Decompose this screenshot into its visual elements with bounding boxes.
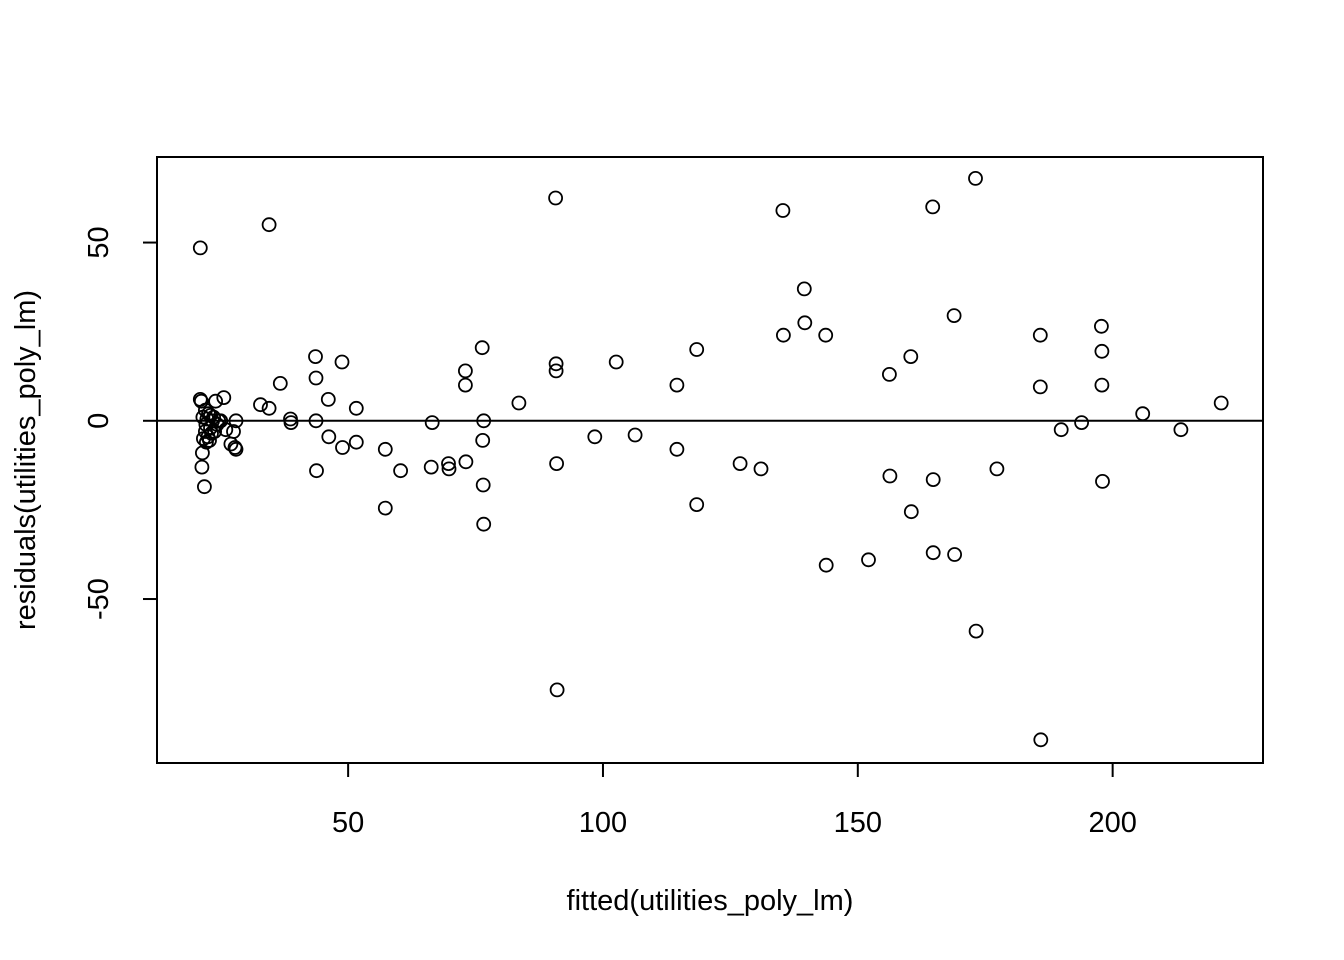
data-point: [335, 440, 350, 455]
data-point: [475, 432, 491, 448]
data-point: [476, 516, 492, 532]
data-point: [424, 415, 440, 431]
data-point: [308, 370, 324, 386]
data-point: [283, 415, 299, 431]
data-point: [308, 349, 323, 365]
data-point: [1094, 377, 1110, 393]
data-point: [511, 395, 527, 411]
data-point: [1053, 422, 1069, 438]
data-point: [753, 461, 769, 477]
data-point: [775, 203, 791, 218]
data-point: [1032, 379, 1048, 395]
data-point: [320, 391, 336, 407]
data-point: [457, 377, 473, 393]
data-point: [474, 340, 490, 356]
data-point: [377, 500, 393, 516]
data-point: [423, 459, 439, 475]
data-point: [669, 377, 685, 393]
data-point: [196, 479, 212, 495]
data-point: [1032, 327, 1048, 343]
data-point: [548, 190, 563, 206]
data-point: [587, 429, 603, 445]
data-point: [348, 434, 364, 450]
data-point: [261, 400, 277, 416]
data-point: [882, 468, 898, 484]
x-axis: 50 100 150 200: [332, 762, 1137, 839]
data-point: [669, 441, 685, 457]
data-point: [1074, 415, 1089, 431]
data-point: [1094, 343, 1110, 359]
data-point: [441, 461, 457, 477]
data-point: [226, 424, 241, 439]
data-point: [732, 456, 748, 472]
y-axis-label: residuals(utilities_poly_lm): [10, 290, 42, 630]
data-point: [475, 477, 491, 493]
data-point: [968, 170, 983, 186]
x-axis-label: fitted(utilities_poly_lm): [567, 885, 854, 917]
data-point: [208, 393, 224, 409]
data-point: [608, 354, 624, 370]
data-point: [321, 429, 337, 445]
data-point: [272, 375, 288, 391]
data-point: [1213, 395, 1229, 411]
data-point: [193, 393, 209, 409]
data-point: [457, 363, 473, 379]
data-point: [549, 682, 565, 698]
data-point: [776, 327, 791, 343]
data-point: [458, 454, 474, 470]
data-point: [1033, 732, 1049, 748]
x-tick-label: 50: [332, 807, 364, 839]
data-point: [377, 441, 393, 457]
data-point: [818, 327, 834, 343]
data-point: [861, 552, 876, 568]
y-axis: -50 0 50: [83, 226, 158, 620]
data-point: [192, 240, 208, 256]
x-tick-label: 150: [834, 807, 882, 839]
data-point: [947, 547, 962, 562]
data-point: [548, 356, 564, 372]
data-point: [818, 557, 834, 573]
data-point: [309, 463, 324, 479]
data-point: [925, 545, 941, 561]
data-point: [903, 349, 919, 365]
data-point: [216, 390, 232, 406]
data-point: [228, 441, 244, 457]
data-point: [796, 281, 812, 297]
data-point: [194, 459, 210, 475]
data-point: [1173, 422, 1189, 438]
data-point: [797, 315, 813, 331]
data-point: [253, 397, 268, 413]
data-point: [261, 217, 277, 233]
data-point: [627, 427, 643, 443]
data-point: [946, 308, 962, 324]
x-tick-label: 100: [579, 807, 627, 839]
data-point: [903, 504, 919, 520]
data-point: [968, 623, 984, 639]
data-point: [441, 456, 456, 472]
data-point: [689, 342, 705, 357]
y-tick-label: -50: [83, 578, 115, 620]
data-point: [925, 199, 941, 215]
data-point: [925, 472, 941, 488]
data-point: [549, 456, 564, 472]
data-point: [218, 422, 234, 438]
data-point: [689, 497, 705, 513]
y-tick-label: 0: [83, 413, 115, 429]
data-point: [334, 354, 350, 370]
data-point: [989, 461, 1005, 477]
data-point: [348, 400, 364, 416]
x-tick-label: 200: [1088, 807, 1136, 839]
data-point: [548, 363, 564, 379]
data-point: [1095, 473, 1110, 489]
data-point: [393, 463, 409, 479]
data-point: [882, 366, 897, 382]
y-tick-label: 50: [83, 226, 115, 258]
data-point: [1094, 318, 1109, 334]
